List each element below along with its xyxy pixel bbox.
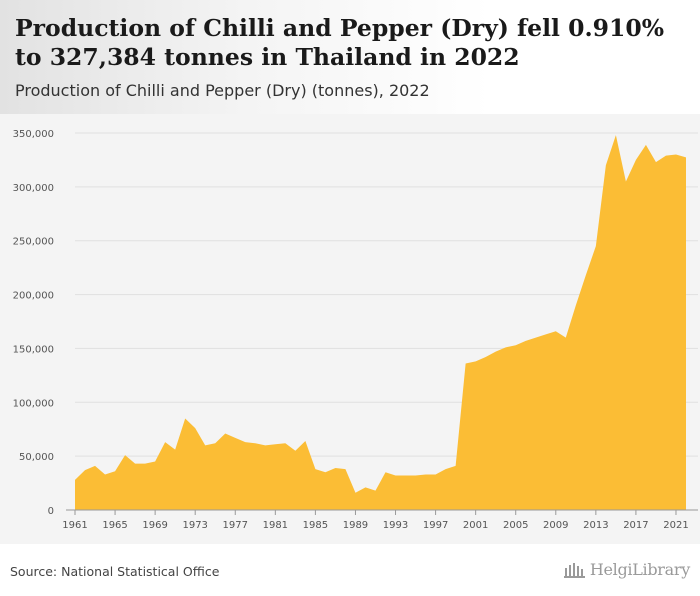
- x-tick-label: 2021: [663, 520, 688, 531]
- x-tick-label: 1961: [62, 520, 87, 531]
- x-tick-label: 1965: [102, 520, 127, 531]
- chart-area: 0 50,000 100,000 150,000 200,000 250,000 300,0…: [0, 114, 700, 544]
- logo-text: HelgiLibrary: [589, 560, 690, 579]
- x-tick-label: 2005: [503, 520, 528, 531]
- x-tick-label: 2009: [543, 520, 568, 531]
- chart-header: Production of Chilli and Pepper (Dry) fe…: [0, 0, 700, 114]
- library-building-icon: [563, 562, 585, 578]
- x-tick-label: 1985: [303, 520, 328, 531]
- source-note: Source: National Statistical Office: [10, 564, 220, 579]
- x-tick-label: 1997: [423, 520, 448, 531]
- y-tick-label: 50,000: [19, 452, 54, 463]
- chart-footer: Source: National Statistical Office Helg…: [0, 544, 700, 596]
- x-tick-label: 2013: [583, 520, 608, 531]
- x-tick-label: 2017: [623, 520, 648, 531]
- area-chart: 0 50,000 100,000 150,000 200,000 250,000 300,0…: [13, 129, 698, 531]
- x-tick-label: 1989: [343, 520, 368, 531]
- x-tick-label: 1973: [182, 520, 207, 531]
- y-tick-label: 300,000: [13, 183, 54, 194]
- x-tick-label: 2001: [463, 520, 488, 531]
- chart-title: Production of Chilli and Pepper (Dry) fe…: [15, 14, 665, 71]
- y-tick-label: 250,000: [13, 237, 54, 248]
- x-tick-label: 1993: [383, 520, 408, 531]
- x-tick-label: 1977: [223, 520, 248, 531]
- y-tick-label: 100,000: [13, 398, 54, 409]
- y-tick-label: 200,000: [13, 291, 54, 302]
- chart-subtitle: Production of Chilli and Pepper (Dry) (t…: [15, 81, 430, 100]
- x-tick-label: 1981: [263, 520, 288, 531]
- y-tick-label: 350,000: [13, 129, 54, 140]
- x-tick-label: 1969: [142, 520, 167, 531]
- area-series: [75, 135, 686, 510]
- y-tick-label: 0: [48, 506, 54, 517]
- y-tick-label: 150,000: [13, 344, 54, 355]
- helgi-library-logo: HelgiLibrary: [563, 560, 690, 579]
